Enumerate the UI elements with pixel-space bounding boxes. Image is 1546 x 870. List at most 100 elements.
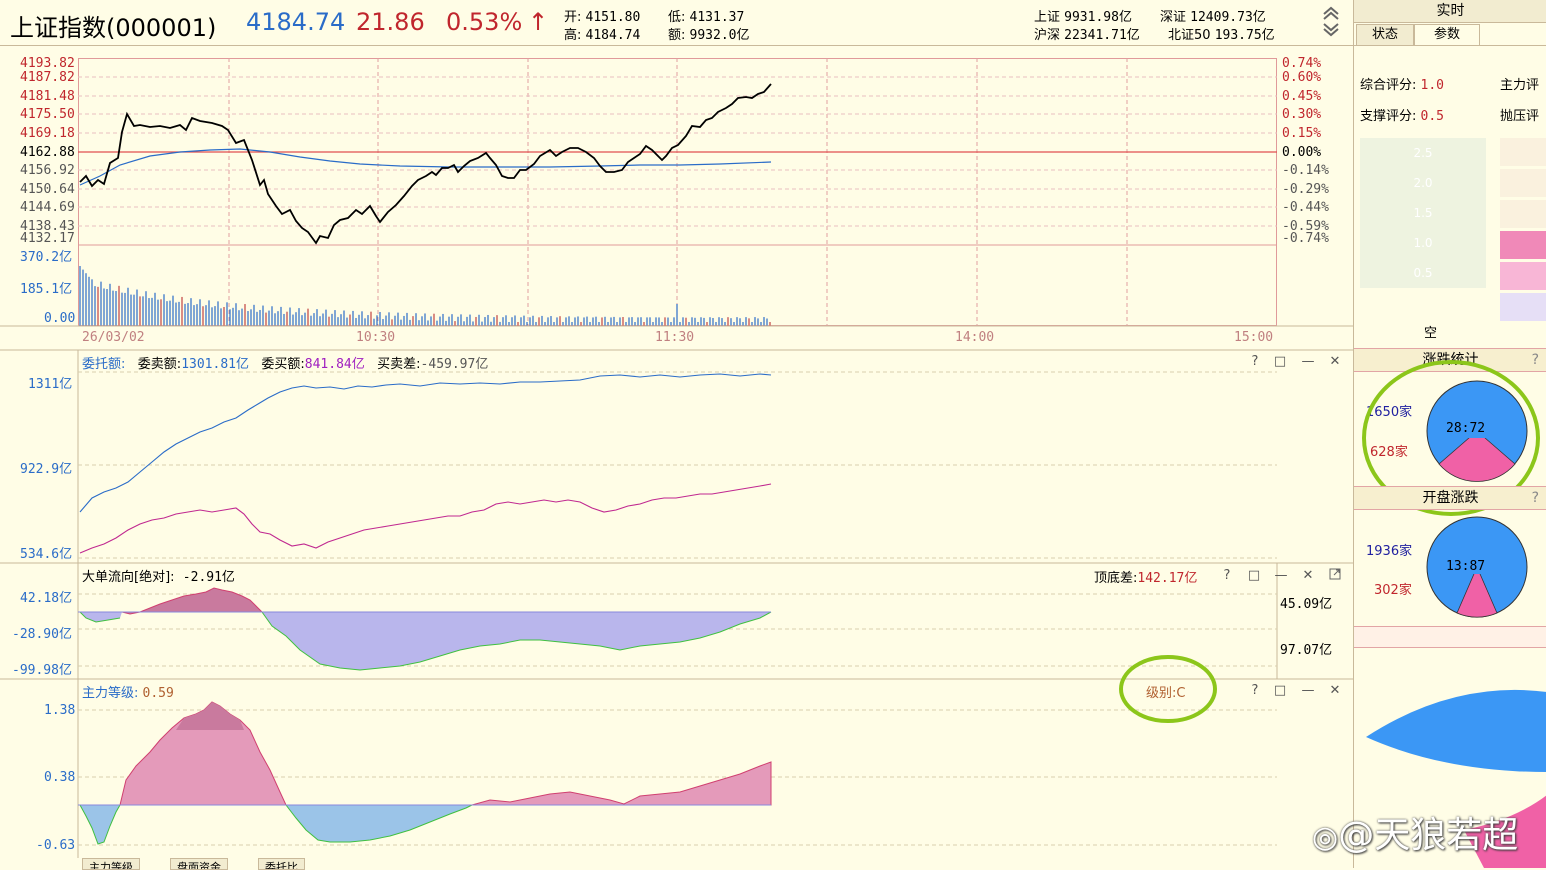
level-tick: -0.63 [36, 838, 76, 853]
pressure-bar [1500, 138, 1546, 166]
pct-tick: 0.30% [1282, 107, 1322, 122]
flow-tick: -28.90亿 [12, 627, 72, 642]
price-tick: 4169.18 [20, 126, 75, 141]
open-price-row: 开: 4151.80 [564, 10, 641, 25]
main-chart-svg [0, 58, 1353, 858]
low-price-row: 低: 4131.37 [668, 10, 745, 25]
double-chevron-icon [1323, 6, 1339, 37]
composite-score: 综合评分: 1.0 [1360, 78, 1445, 93]
section-divider [1354, 626, 1546, 648]
bottom-tab-ratio[interactable]: 委托比 [258, 858, 305, 870]
price-tick: 4181.48 [20, 89, 75, 104]
sh-amount: 上证 9931.98亿 [1034, 10, 1132, 25]
pct-tick: -0.44% [1282, 200, 1329, 215]
price-change: 21.86 [356, 8, 425, 36]
popout-button[interactable] [1328, 568, 1342, 584]
flow-tick: 42.18亿 [20, 591, 73, 606]
level-tick: 1.38 [44, 703, 76, 718]
pct-tick: 0.45% [1282, 89, 1322, 104]
help-icon[interactable]: ? [1531, 352, 1539, 368]
price-tick: 4144.69 [20, 200, 75, 215]
open-up-count: 1936家 [1366, 544, 1413, 559]
restore-button[interactable]: □ [1273, 354, 1287, 369]
help-button[interactable]: ? [1223, 568, 1231, 583]
price-tick: 4193.82 [20, 56, 75, 71]
score-scale: 2.5 2.0 1.5 1.0 0.5 [1360, 138, 1486, 288]
tab-params[interactable]: 参数 [1414, 24, 1480, 46]
pct-tick: 0.60% [1282, 70, 1322, 85]
minimize-button[interactable]: — [1301, 683, 1315, 698]
restore-button[interactable]: □ [1247, 568, 1261, 583]
empty-label: 空 [1424, 326, 1438, 341]
restore-button[interactable]: □ [1273, 683, 1287, 698]
pct-tick: 0.00% [1282, 145, 1322, 160]
peak-diff: 顶底差:142.17亿 [1094, 571, 1198, 586]
order-tick: 534.6亿 [20, 547, 73, 562]
pressure-bar [1500, 200, 1546, 228]
price-change-pct: 0.53% [446, 8, 523, 36]
order-panel-header: 委托额: 委卖额:1301.81亿 委买额:841.84亿 买卖差:-459.9… [82, 357, 489, 372]
volume-tick: 0.00 [44, 311, 76, 326]
realtime-header: 实时 [1354, 0, 1546, 23]
grade-label: 级别:C [1146, 686, 1186, 701]
price-tick: 4138.43 [20, 219, 75, 234]
updown-ratio: 28:72 [1446, 421, 1486, 436]
help-button[interactable]: ? [1251, 354, 1259, 369]
tab-status[interactable]: 状态 [1356, 24, 1414, 46]
order-tick: 1311亿 [28, 377, 73, 392]
help-icon[interactable]: ? [1531, 490, 1539, 506]
pressure-bar [1500, 231, 1546, 259]
help-button[interactable]: ? [1251, 683, 1259, 698]
right-panel: 实时 状态 参数 综合评分: 1.0 主力评 支撑评分: 0.5 抛压评 2.5… [1353, 0, 1546, 868]
bottom-tab-funds[interactable]: 盘面资金 [170, 858, 228, 870]
amount-row: 额: 9932.0亿 [668, 28, 750, 43]
time-label: 26/03/02 [82, 330, 145, 345]
weibo-logo-icon: ◎ [1312, 820, 1339, 855]
flow-right-value: 97.07亿 [1280, 643, 1333, 658]
open-section-title: 开盘涨跌 ? [1354, 486, 1546, 510]
pct-tick: -0.29% [1282, 182, 1329, 197]
flow-right-value: 45.09亿 [1280, 597, 1333, 612]
pressure-bar [1500, 262, 1546, 290]
minimize-button[interactable]: — [1274, 568, 1288, 583]
pressure-bar [1500, 169, 1546, 197]
bz-amount: 北证50 193.75亿 [1168, 28, 1275, 43]
volume-tick: 370.2亿 [20, 250, 73, 265]
bottom-tab-level[interactable]: 主力等级 [82, 858, 140, 870]
flow-tick: -99.98亿 [12, 663, 72, 678]
stock-title: 上证指数(000001) [10, 14, 217, 42]
close-button[interactable]: ✕ [1329, 354, 1341, 369]
close-button[interactable]: ✕ [1329, 683, 1341, 698]
pct-tick: 0.15% [1282, 126, 1322, 141]
close-button[interactable]: ✕ [1302, 568, 1314, 583]
order-tick: 922.9亿 [20, 462, 73, 477]
pressure-score-label: 抛压评 [1500, 109, 1540, 124]
flow-panel-header: 大单流向[绝对]: -2.91亿 [82, 570, 235, 585]
last-price: 4184.74 [246, 8, 346, 36]
minimize-button[interactable]: — [1301, 354, 1315, 369]
sz-amount: 深证 12409.73亿 [1160, 10, 1266, 25]
time-label: 15:00 [1234, 330, 1274, 345]
high-price-row: 高: 4184.74 [564, 28, 641, 43]
open-down-count: 302家 [1374, 583, 1412, 598]
popout-icon [1329, 568, 1341, 580]
up-arrow-icon: ↑ [528, 8, 549, 36]
up-count: 1650家 [1366, 405, 1413, 420]
watermark: ◎@天狼若超 [1312, 815, 1519, 856]
pct-tick: -0.14% [1282, 163, 1329, 178]
price-tick: 4132.17 [20, 231, 75, 246]
pct-tick: -0.74% [1282, 231, 1329, 246]
support-score: 支撑评分: 0.5 [1360, 109, 1445, 124]
down-count: 628家 [1370, 445, 1408, 460]
time-label: 11:30 [655, 330, 695, 345]
level-tick: 0.38 [44, 770, 76, 785]
open-pie-chart [1426, 516, 1528, 618]
time-label: 10:30 [356, 330, 396, 345]
price-tick: 4156.92 [20, 163, 75, 178]
volume-tick: 185.1亿 [20, 282, 73, 297]
pressure-bar [1500, 293, 1546, 321]
open-ratio: 13:87 [1446, 559, 1486, 574]
collapse-toggle-button[interactable] [1320, 4, 1342, 38]
level-panel-header: 主力等级: 0.59 [82, 686, 174, 701]
price-tick: 4175.50 [20, 107, 75, 122]
